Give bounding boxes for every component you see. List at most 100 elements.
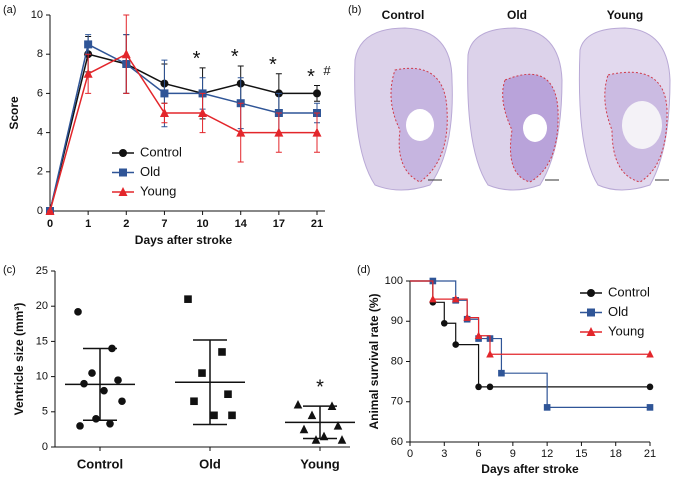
x-tick-label: 15: [575, 448, 587, 460]
marker: [160, 89, 169, 98]
marker: [333, 421, 343, 430]
y-axis-label: Score: [7, 96, 21, 130]
annotation: *: [193, 48, 201, 70]
marker: [307, 410, 317, 420]
panel-label: (a): [3, 4, 16, 16]
marker: [84, 40, 93, 49]
marker: [498, 369, 505, 377]
x-tick-label: 10: [196, 218, 208, 230]
legend-marker: [118, 187, 128, 196]
marker: [118, 397, 126, 406]
marker: [228, 411, 236, 420]
panel-label: (d): [357, 264, 370, 276]
legend-label: Young: [608, 323, 644, 338]
y-tick-label: 60: [391, 436, 403, 448]
y-tick-label: 70: [391, 396, 403, 408]
x-tick-label: 0: [47, 218, 53, 230]
sd-bar: [83, 347, 117, 421]
brain-image: [467, 27, 563, 191]
x-tick-label: 3: [441, 448, 447, 460]
marker: [92, 415, 100, 423]
x-tick-label: 21: [644, 448, 656, 460]
sd-bar: [303, 405, 337, 440]
x-tick-label: 14: [235, 218, 248, 230]
legend-label: Old: [140, 164, 160, 179]
marker: [76, 422, 84, 430]
marker: [463, 313, 471, 321]
image-title: Control: [382, 8, 425, 22]
x-tick-label: 17: [273, 218, 285, 230]
series-line: [49, 53, 317, 212]
annotation: *: [307, 66, 315, 88]
marker: [121, 49, 131, 59]
x-tick-label: Old: [199, 456, 221, 471]
marker: [88, 369, 96, 377]
marker: [646, 404, 654, 411]
marker: [190, 397, 198, 406]
legend-label: Control: [608, 284, 650, 299]
marker: [440, 319, 448, 327]
marker: [159, 108, 169, 117]
y-tick-label: 10: [31, 9, 43, 21]
marker: [274, 127, 284, 137]
image-title: Young: [607, 8, 643, 22]
brain-image: [578, 27, 671, 191]
legend-label: Young: [140, 183, 176, 198]
legend-marker: [119, 168, 127, 177]
marker: [646, 349, 654, 358]
marker: [45, 206, 55, 215]
y-tick-label: 80: [391, 355, 403, 367]
y-tick-label: 90: [391, 315, 403, 327]
y-tick-label: 8: [37, 48, 43, 60]
y-tick-label: 5: [42, 406, 48, 418]
marker: [475, 383, 482, 391]
sd-bar: [193, 339, 227, 426]
x-tick-label: Control: [77, 456, 123, 471]
y-tick-label: 25: [36, 265, 48, 277]
marker: [210, 411, 218, 420]
marker: [184, 295, 192, 303]
y-tick-label: 6: [37, 87, 43, 99]
legend-marker: [587, 308, 595, 317]
marker: [114, 376, 122, 384]
x-tick-label: 12: [541, 448, 553, 460]
marker: [452, 341, 460, 348]
y-tick-label: 4: [37, 127, 43, 139]
x-axis-label: Days after stroke: [135, 233, 233, 247]
marker: [451, 294, 460, 303]
y-tick-label: 0: [37, 205, 43, 217]
marker: [83, 68, 93, 78]
survival-line: [410, 280, 650, 408]
x-tick-label: 0: [407, 448, 413, 460]
x-tick-label: 9: [510, 448, 516, 460]
marker: [74, 308, 82, 316]
legend-label: Control: [140, 144, 182, 159]
marker: [429, 294, 437, 303]
marker: [486, 349, 494, 358]
marker: [337, 435, 347, 444]
marker: [198, 369, 206, 377]
legend-label: Old: [608, 304, 628, 319]
marker: [486, 383, 494, 391]
marker: [312, 127, 322, 137]
y-tick-label: 2: [37, 166, 43, 178]
marker: [236, 127, 246, 137]
x-axis-label: Days after stroke: [481, 462, 579, 476]
y-axis-label: Animal survival rate (%): [367, 293, 381, 429]
marker: [311, 435, 321, 444]
annotation: *: [316, 376, 324, 398]
brain-image: [354, 27, 453, 191]
brain-images: (b) Control Old Young: [348, 4, 671, 191]
marker: [224, 390, 232, 398]
x-tick-label: 6: [476, 448, 482, 460]
marker: [100, 386, 108, 395]
y-tick-label: 100: [385, 275, 403, 287]
legend-marker: [586, 327, 596, 336]
x-tick-label: 1: [85, 218, 91, 230]
marker: [543, 404, 551, 411]
y-tick-label: 10: [36, 371, 48, 383]
annotation: *: [269, 54, 277, 76]
series-line: [49, 53, 317, 212]
